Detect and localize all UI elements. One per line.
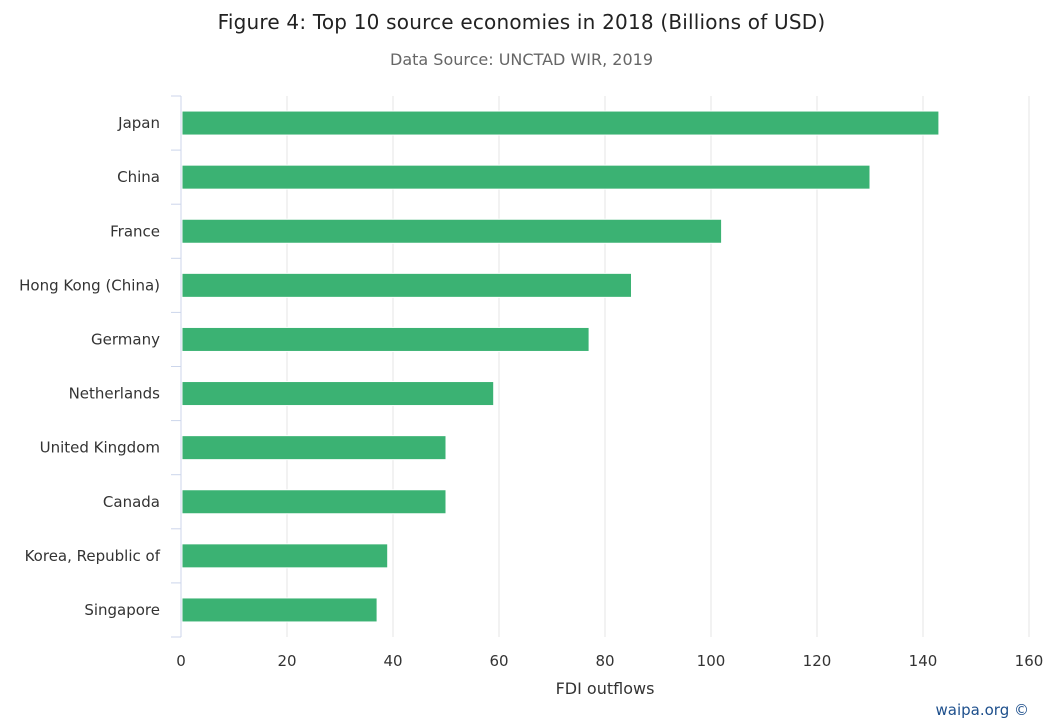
- category-label: Hong Kong (China): [19, 276, 160, 294]
- bar-canada[interactable]: [181, 489, 447, 515]
- bars: [181, 110, 940, 623]
- bar-japan[interactable]: [181, 110, 940, 136]
- x-axis-title: FDI outflows: [556, 679, 655, 698]
- credit-link[interactable]: waipa.org ©: [935, 701, 1029, 719]
- x-tick-label: 20: [277, 652, 296, 670]
- x-tick-label: 0: [176, 652, 186, 670]
- axes: [171, 95, 182, 638]
- bar-china[interactable]: [181, 164, 871, 190]
- bar-france[interactable]: [181, 218, 723, 244]
- category-label: France: [110, 222, 160, 240]
- category-label: Japan: [117, 114, 160, 132]
- x-tick-label: 60: [489, 652, 508, 670]
- category-label: Netherlands: [69, 385, 161, 403]
- chart-subtitle: Data Source: UNCTAD WIR, 2019: [390, 50, 653, 69]
- bar-united-kingdom[interactable]: [181, 435, 447, 461]
- x-tick-label: 160: [1015, 652, 1043, 670]
- category-label: Canada: [103, 493, 160, 511]
- category-label: Singapore: [84, 601, 160, 619]
- x-tick-label: 80: [595, 652, 614, 670]
- bar-singapore[interactable]: [181, 597, 378, 623]
- category-label: China: [117, 168, 160, 186]
- bar-netherlands[interactable]: [181, 381, 495, 407]
- bar-germany[interactable]: [181, 326, 590, 352]
- category-label: United Kingdom: [40, 439, 160, 457]
- chart-title: Figure 4: Top 10 source economies in 201…: [217, 10, 826, 34]
- bar-hong-kong-china[interactable]: [181, 272, 632, 298]
- tick-labels: 0 20 40 60 80 100 120 140 160 Japan China France Hon…: [19, 114, 1043, 670]
- category-label: Korea, Republic of: [25, 547, 161, 565]
- bar-korea-republic-of[interactable]: [181, 543, 389, 569]
- x-tick-label: 40: [383, 652, 402, 670]
- x-tick-label: 140: [909, 652, 938, 670]
- category-label: Germany: [91, 330, 160, 348]
- x-tick-label: 120: [803, 652, 832, 670]
- x-tick-label: 100: [697, 652, 726, 670]
